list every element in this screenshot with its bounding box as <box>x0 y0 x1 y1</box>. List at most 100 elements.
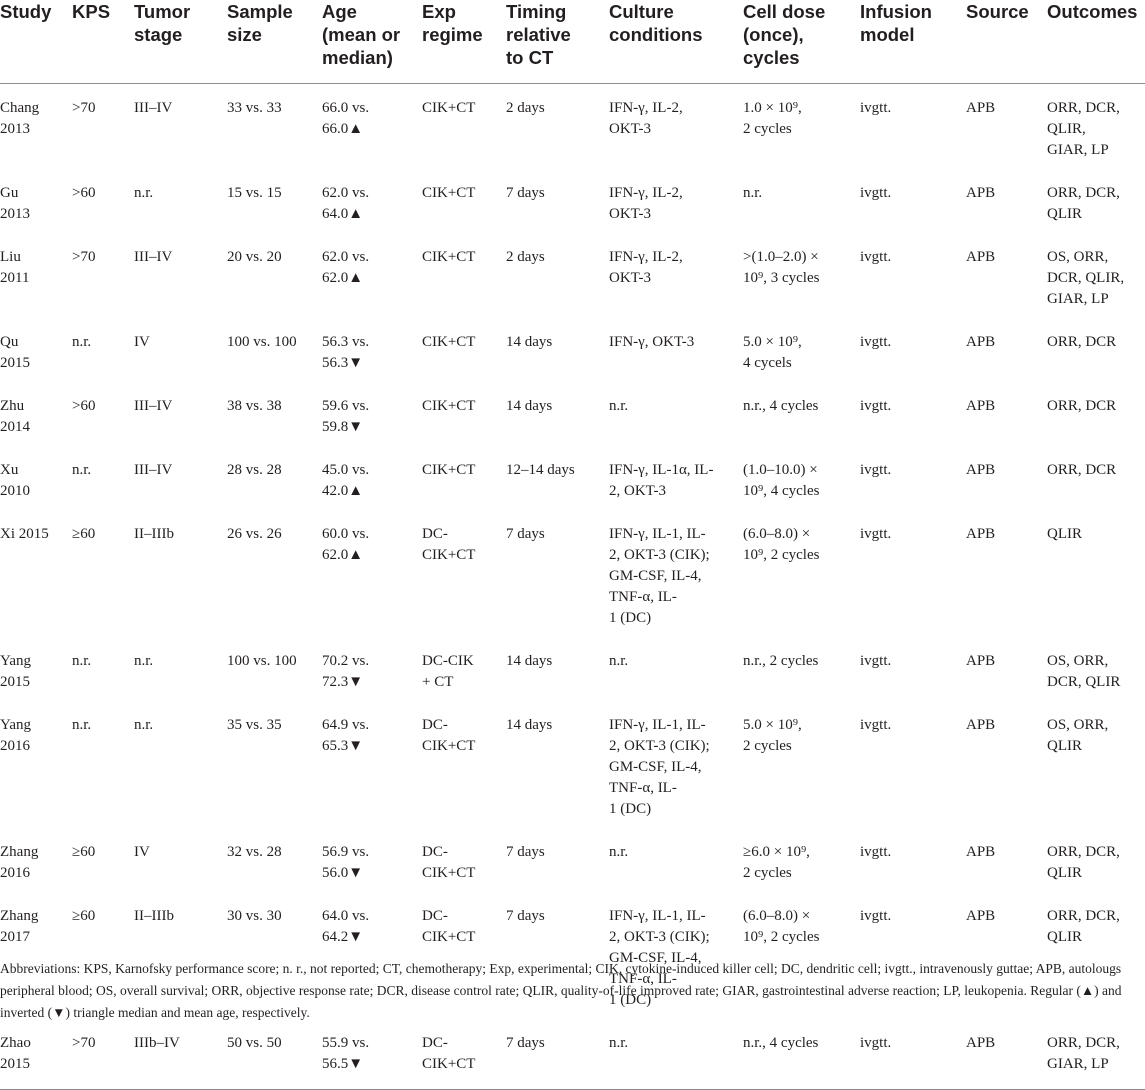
table-row: Liu 2011 >70 III–IV 20 vs. 20 62.0 vs. 62.0▲ CI… <box>0 233 1145 318</box>
cell-text: 12–14 days <box>506 462 575 478</box>
cell-sample-size: 33 vs. 33 <box>227 84 322 170</box>
cell-text: (1.0–10.0) × <box>743 462 818 478</box>
cell-cell-dose: n.r., 4 cycles <box>743 382 860 446</box>
column-header-culture-conditions: Culture conditions <box>609 0 743 84</box>
cell-outcomes: ORR, DCR, QLIR <box>1047 892 1145 1019</box>
cell-text: Yang <box>0 717 31 733</box>
cell-text: 59.6 vs. <box>322 398 370 414</box>
cell-cell-dose: (1.0–10.0) × 10⁹, 4 cycles <box>743 446 860 510</box>
cell-exp-regime: DC- CIK+CT <box>422 510 506 637</box>
cell-culture-conditions: IFN-γ, IL-2, OKT-3 <box>609 169 743 233</box>
cell-culture-conditions: n.r. <box>609 1019 743 1090</box>
cell-text: 45.0 vs. <box>322 462 370 478</box>
cell-text: Xu <box>0 462 19 478</box>
cell-age: 56.9 vs. 56.0▼ <box>322 828 422 892</box>
cell-text: 1 (DC) <box>609 992 652 1008</box>
cell-text: CIK+CT <box>422 462 476 478</box>
cell-study: Yang 2016 <box>0 701 72 828</box>
cell-text: Liu <box>0 249 21 265</box>
cell-text: Xi 2015 <box>0 526 49 542</box>
cell-text: ORR, DCR, <box>1047 844 1120 860</box>
cell-age: 62.0 vs. 62.0▲ <box>322 233 422 318</box>
cell-tumor-stage: n.r. <box>134 701 227 828</box>
header-line: stage <box>134 24 183 45</box>
cell-source: APB <box>966 446 1047 510</box>
cell-text: 7 days <box>506 185 545 201</box>
cell-cell-dose: n.r. <box>743 169 860 233</box>
cell-sample-size: 32 vs. 28 <box>227 828 322 892</box>
cell-text: 56.3▼ <box>322 355 364 371</box>
cell-text: 14 days <box>506 334 553 350</box>
cell-text: IFN-γ, IL-2, <box>609 185 683 201</box>
cell-exp-regime: DC-CIK + CT <box>422 637 506 701</box>
cell-text: 50 vs. 50 <box>227 1035 282 1051</box>
cell-text: GM-CSF, IL-4, <box>609 950 702 966</box>
header-line: model <box>860 24 915 45</box>
cell-text: 30 vs. 30 <box>227 908 282 924</box>
cell-sample-size: 30 vs. 30 <box>227 892 322 1019</box>
cell-culture-conditions: n.r. <box>609 382 743 446</box>
cell-kps: n.r. <box>72 318 134 382</box>
cell-kps: ≥60 <box>72 510 134 637</box>
cell-tumor-stage: n.r. <box>134 169 227 233</box>
cell-text: 62.0▲ <box>322 547 364 563</box>
cell-infusion-model: ivgtt. <box>860 828 966 892</box>
cell-text: 62.0 vs. <box>322 249 370 265</box>
cell-text: APB <box>966 185 996 201</box>
header-line: regime <box>422 24 483 45</box>
cell-sample-size: 20 vs. 20 <box>227 233 322 318</box>
column-header-source: Source <box>966 0 1047 84</box>
cell-text: 2 days <box>506 249 545 265</box>
cell-source: APB <box>966 510 1047 637</box>
cell-text: APB <box>966 908 996 924</box>
cell-source: APB <box>966 1019 1047 1090</box>
cell-text: ≥6.0 × 10⁹, <box>743 844 810 860</box>
cell-text: IFN-γ, IL-2, <box>609 249 683 265</box>
cell-text: 10⁹, 4 cycles <box>743 483 820 499</box>
cell-text: ORR, DCR, <box>1047 908 1120 924</box>
cell-text: QLIR <box>1047 526 1082 542</box>
cell-study: Zhu 2014 <box>0 382 72 446</box>
cell-text: >60 <box>72 185 96 201</box>
cell-text: 2013 <box>0 121 30 137</box>
header-line: KPS <box>72 1 111 22</box>
cell-text: QLIR, <box>1047 121 1086 137</box>
cell-text: 72.3▼ <box>322 674 364 690</box>
cell-timing: 7 days <box>506 1019 609 1090</box>
cell-study: Xu 2010 <box>0 446 72 510</box>
cell-text: 70.2 vs. <box>322 653 370 669</box>
cell-text: CIK+CT <box>422 738 476 754</box>
cell-text: IV <box>134 844 150 860</box>
cell-text: ORR, DCR <box>1047 334 1117 350</box>
cell-text: 55.9 vs. <box>322 1035 370 1051</box>
cell-text: Gu <box>0 185 19 201</box>
cell-text: OS, ORR, <box>1047 717 1109 733</box>
cell-text: ivgtt. <box>860 100 892 116</box>
cell-text: 2, OKT-3 <box>609 483 666 499</box>
cell-text: GM-CSF, IL-4, <box>609 568 702 584</box>
cell-text: 2015 <box>0 1056 30 1072</box>
cell-text: 2011 <box>0 270 30 286</box>
cell-text: >60 <box>72 398 96 414</box>
cell-source: APB <box>966 701 1047 828</box>
cell-text: DCR, QLIR <box>1047 674 1121 690</box>
cell-text: ORR, DCR <box>1047 398 1117 414</box>
cell-text: n.r. <box>609 398 629 414</box>
cell-text: ivgtt. <box>860 844 892 860</box>
cell-sample-size: 100 vs. 100 <box>227 318 322 382</box>
cell-study: Zhang 2016 <box>0 828 72 892</box>
cell-text: 7 days <box>506 908 545 924</box>
header-line: (mean or <box>322 24 401 45</box>
cell-text: TNF-α, IL- <box>609 971 677 987</box>
cell-text: APB <box>966 526 996 542</box>
header-line: Study <box>0 1 52 22</box>
cell-source: APB <box>966 892 1047 1019</box>
cell-age: 70.2 vs. 72.3▼ <box>322 637 422 701</box>
cell-text: TNF-α, IL- <box>609 589 677 605</box>
cell-text: 2017 <box>0 929 30 945</box>
cell-tumor-stage: IV <box>134 318 227 382</box>
cell-text: 2016 <box>0 738 30 754</box>
cell-kps: n.r. <box>72 637 134 701</box>
